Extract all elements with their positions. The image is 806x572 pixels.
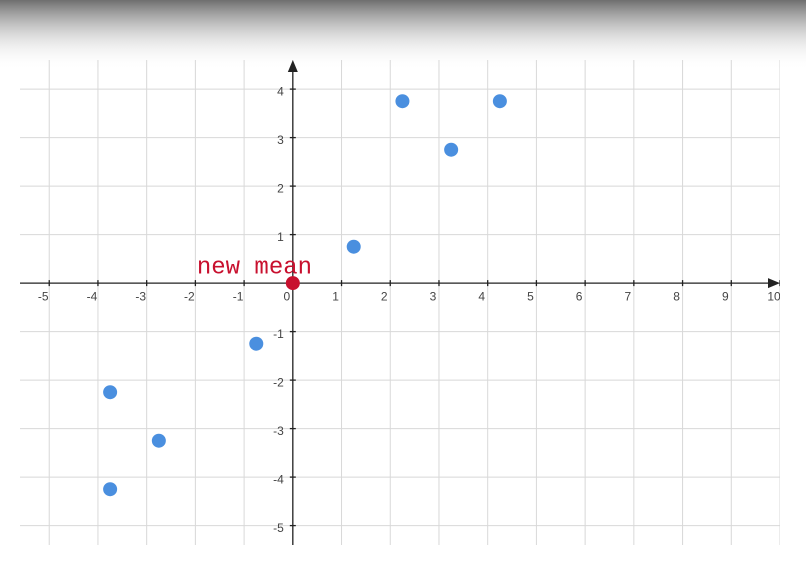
y-tick-label: 2 xyxy=(277,181,284,195)
y-tick-label: -5 xyxy=(273,521,284,535)
x-tick-label: 5 xyxy=(527,289,534,303)
mean-point xyxy=(285,276,300,291)
x-tick-label: 7 xyxy=(625,289,632,303)
x-tick-label: -4 xyxy=(87,289,98,303)
data-point xyxy=(346,239,361,254)
x-tick-label: 2 xyxy=(381,289,388,303)
x-tick-label: -3 xyxy=(135,289,146,303)
x-tick-label: 9 xyxy=(722,289,729,303)
y-tick-label: 4 xyxy=(277,84,284,98)
top-shade xyxy=(0,0,806,70)
plot-area: -5 -4 -3 -2 -1 0 1 2 3 4 5 6 7 8 9 10 -5 -4 -3 -2 -1 1 2 3 4 new … xyxy=(20,60,781,545)
x-tick-label: 1 xyxy=(332,289,339,303)
x-tick-label: 3 xyxy=(430,289,437,303)
data-point xyxy=(103,482,118,497)
data-point xyxy=(151,433,166,448)
y-tick-label: -2 xyxy=(273,375,284,389)
x-tick-label: 10 xyxy=(767,289,781,303)
x-tick-label: 4 xyxy=(478,289,485,303)
y-tick-label: -1 xyxy=(273,327,284,341)
data-point xyxy=(103,385,118,400)
y-tick-label: 1 xyxy=(277,230,284,244)
x-tick-label: -1 xyxy=(233,289,244,303)
x-tick-label: -2 xyxy=(184,289,195,303)
x-tick-label: 6 xyxy=(576,289,583,303)
x-tick-label: 0 xyxy=(283,289,290,303)
x-axis-arrow xyxy=(768,278,780,289)
data-point xyxy=(395,94,410,109)
y-tick-label: -3 xyxy=(273,424,284,438)
annotation: new mean xyxy=(197,254,312,281)
x-tick-label: -5 xyxy=(38,289,49,303)
data-point xyxy=(444,142,459,157)
data-point xyxy=(492,94,507,109)
y-axis-arrow xyxy=(287,60,298,72)
x-tick-label: 8 xyxy=(673,289,680,303)
y-tick-label: -4 xyxy=(273,472,284,486)
y-tick-label: 3 xyxy=(277,133,284,147)
data-point xyxy=(249,336,264,351)
